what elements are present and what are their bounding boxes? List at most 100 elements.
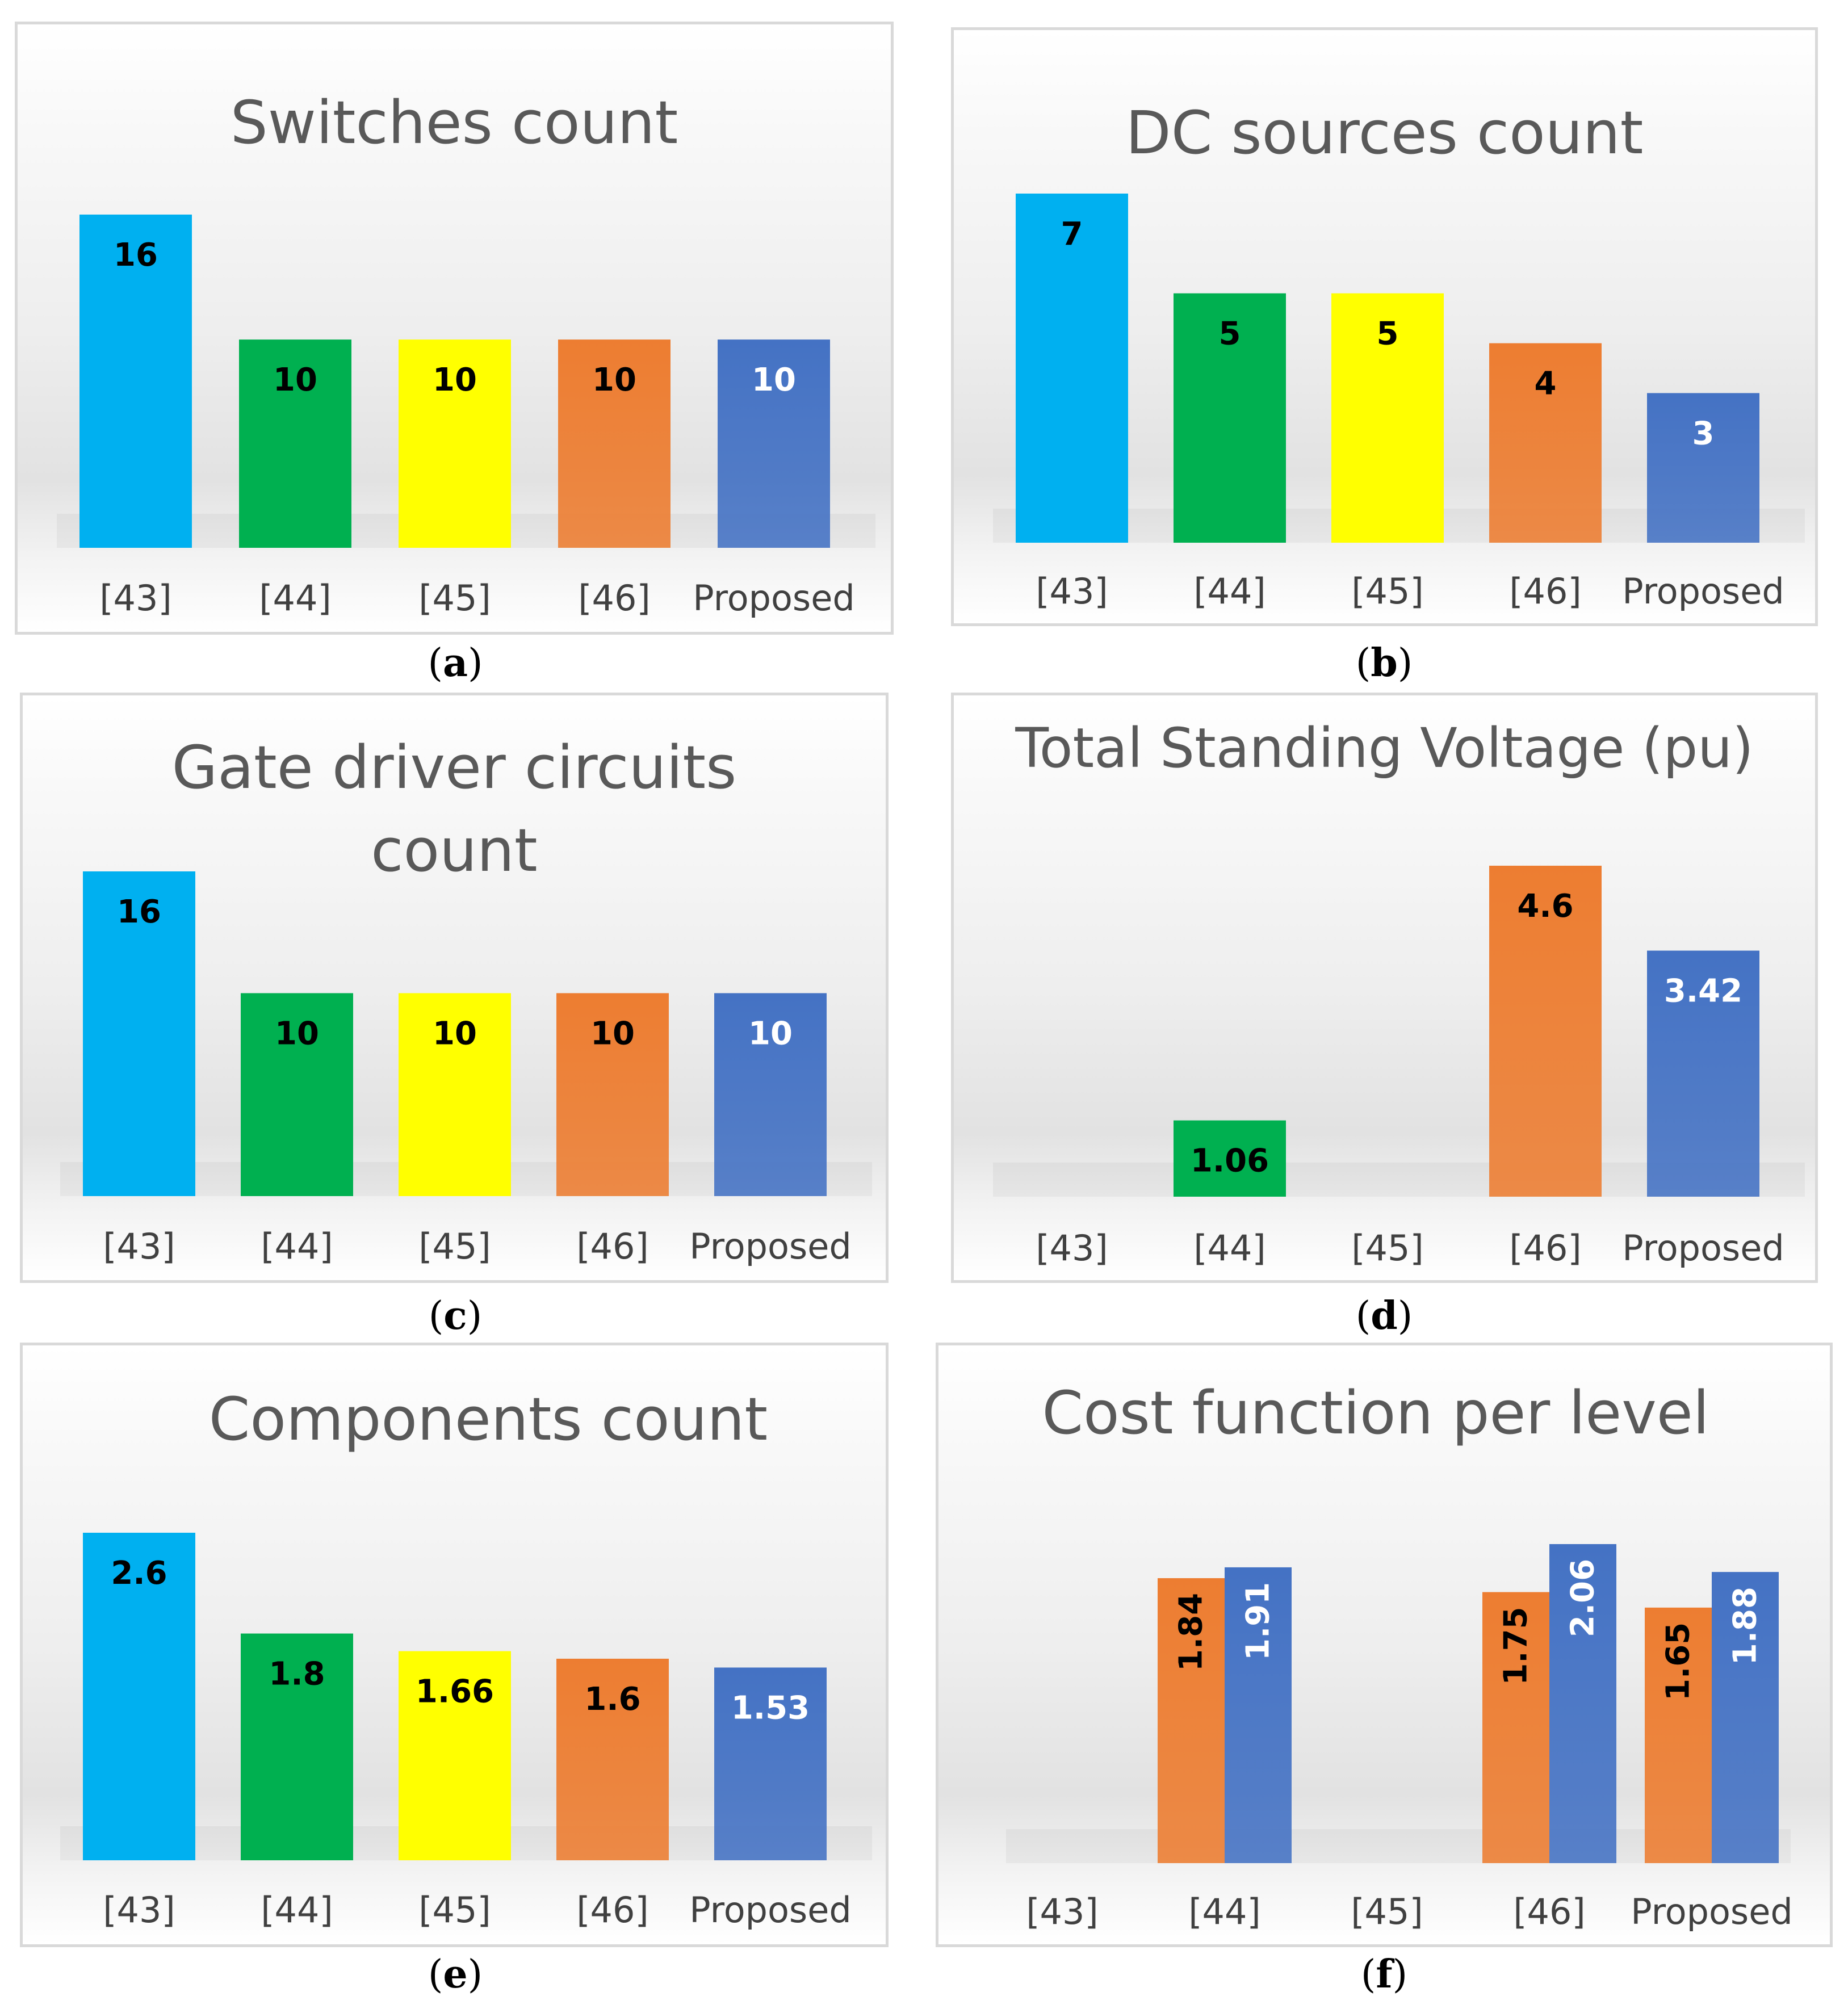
bar bbox=[556, 993, 669, 1196]
x-tick-label: [46] bbox=[578, 577, 650, 619]
bar bbox=[241, 993, 353, 1196]
bar bbox=[1549, 1544, 1616, 1863]
data-label: 1.53 bbox=[731, 1689, 810, 1726]
x-tick-label: [44] bbox=[259, 577, 331, 619]
chart-panel-b: DC sources count [43] [44] [45] [46] Propose… bbox=[951, 27, 1818, 626]
data-label: 1.65 bbox=[1660, 1622, 1697, 1701]
data-label: 3 bbox=[1692, 415, 1715, 452]
data-label: 2.6 bbox=[111, 1555, 167, 1592]
x-tick-label: [43] bbox=[99, 577, 171, 619]
data-label: 4 bbox=[1535, 366, 1557, 402]
caption-c: (c) bbox=[428, 1293, 483, 1339]
x-tick-label: [44] bbox=[1188, 1891, 1260, 1932]
x-tick-label: [43] bbox=[103, 1226, 175, 1267]
x-tick-label: Proposed bbox=[1631, 1891, 1792, 1932]
data-label: 4.6 bbox=[1517, 888, 1573, 925]
data-label: 10 bbox=[273, 362, 317, 399]
caption-e: (e) bbox=[428, 1952, 483, 1997]
chart-plot: [43] [44] [45] [46] Proposed 16 10 10 10 10 bbox=[60, 871, 872, 1267]
x-tick-label: [43] bbox=[103, 1889, 175, 1931]
x-tick-label: [45] bbox=[418, 577, 491, 619]
x-tick-label: [46] bbox=[576, 1889, 648, 1931]
bar bbox=[714, 1667, 827, 1860]
bar bbox=[83, 1533, 195, 1860]
caption-a: (a) bbox=[428, 640, 483, 686]
chart-title: Switches count bbox=[230, 88, 678, 157]
bar bbox=[558, 339, 671, 548]
x-tick-label: [44] bbox=[261, 1226, 333, 1267]
bar bbox=[399, 339, 511, 548]
bar bbox=[1489, 343, 1602, 543]
x-tick-label: [44] bbox=[1193, 571, 1265, 612]
chart-panel-d: Total Standing Voltage (pu) [43] [44] [45]… bbox=[951, 693, 1818, 1283]
x-tick-label: [46] bbox=[1509, 571, 1581, 612]
data-label: 10 bbox=[590, 1016, 635, 1052]
bar bbox=[714, 993, 827, 1196]
bar bbox=[718, 339, 830, 548]
data-label: 10 bbox=[275, 1016, 319, 1052]
bar bbox=[1712, 1572, 1779, 1863]
bar bbox=[1331, 293, 1444, 543]
chart-plot: [43] [44] [45] [46] Proposed 1.06 4.6 3.42 bbox=[993, 866, 1805, 1269]
chart-title: Cost function per level bbox=[1042, 1378, 1709, 1448]
x-tick-label: [43] bbox=[1036, 1227, 1108, 1269]
chart-panel-a: Switches count [43] [44] [45] [46] Proposed 1… bbox=[15, 22, 894, 635]
caption-b: (b) bbox=[1355, 640, 1413, 686]
bar bbox=[556, 1658, 669, 1860]
data-label: 1.88 bbox=[1727, 1587, 1764, 1665]
data-label: 5 bbox=[1377, 316, 1399, 353]
data-label: 1.66 bbox=[416, 1674, 494, 1710]
data-label: 10 bbox=[748, 1016, 793, 1052]
bar bbox=[1489, 866, 1602, 1197]
x-tick-label: [45] bbox=[1351, 571, 1423, 612]
chart-title: Total Standing Voltage (pu) bbox=[1015, 716, 1754, 780]
chart-title-line1: Gate driver circuits bbox=[171, 733, 737, 802]
data-label: 16 bbox=[117, 894, 161, 930]
bar bbox=[1647, 950, 1759, 1197]
x-tick-label: [45] bbox=[418, 1226, 491, 1267]
bar bbox=[399, 1651, 511, 1860]
bar bbox=[1174, 293, 1286, 543]
x-tick-label: [45] bbox=[1351, 1891, 1423, 1932]
data-label: 1.8 bbox=[269, 1656, 325, 1693]
x-tick-label: Proposed bbox=[689, 1889, 851, 1931]
x-tick-label: [44] bbox=[1193, 1227, 1265, 1269]
bar bbox=[1645, 1607, 1712, 1863]
bar bbox=[241, 1633, 353, 1860]
caption-f: (f) bbox=[1360, 1952, 1408, 1997]
data-label: 10 bbox=[752, 362, 796, 399]
chart-title-line2: count bbox=[371, 816, 538, 885]
chart-plot: [43] [44] [45] [46] Proposed 2.6 1.8 1.66 1.6 1.5… bbox=[60, 1533, 872, 1931]
bar bbox=[399, 993, 511, 1196]
bar bbox=[239, 339, 351, 548]
x-tick-label: [44] bbox=[261, 1889, 333, 1931]
x-tick-label: [45] bbox=[1351, 1227, 1423, 1269]
data-label: 5 bbox=[1219, 316, 1241, 353]
data-label: 1.84 bbox=[1173, 1593, 1210, 1671]
data-label: 2.06 bbox=[1565, 1559, 1602, 1637]
chart-panel-c: Gate driver circuits count [43] [44] [45] [… bbox=[20, 693, 889, 1283]
x-tick-label: [46] bbox=[1509, 1227, 1581, 1269]
data-label: 3.42 bbox=[1664, 973, 1742, 1010]
x-tick-label: [43] bbox=[1026, 1891, 1098, 1932]
data-label: 1.91 bbox=[1240, 1582, 1277, 1660]
x-tick-label: Proposed bbox=[1622, 1227, 1784, 1269]
chart-plot: [43] [44] [45] [46] Proposed 1.84 1.75 1.65 1.91… bbox=[1006, 1544, 1793, 1932]
bar bbox=[1016, 194, 1128, 543]
caption-d: (d) bbox=[1355, 1293, 1413, 1339]
data-label: 1.06 bbox=[1191, 1143, 1269, 1180]
data-label: 1.6 bbox=[584, 1681, 640, 1718]
bar bbox=[1174, 1120, 1286, 1197]
bar bbox=[1647, 393, 1759, 543]
data-label: 16 bbox=[114, 237, 158, 274]
bar bbox=[79, 215, 192, 548]
chart-plot: [43] [44] [45] [46] Proposed 7 5 5 4 3 bbox=[993, 194, 1805, 612]
chart-title: DC sources count bbox=[1125, 98, 1644, 167]
x-tick-label: [45] bbox=[418, 1889, 491, 1931]
chart-title: Components count bbox=[208, 1385, 768, 1454]
chart-panel-e: Components count [43] [44] [45] [46] Propose… bbox=[20, 1343, 889, 1947]
bar bbox=[83, 871, 195, 1196]
data-label: 10 bbox=[433, 362, 477, 399]
x-tick-label: [46] bbox=[576, 1226, 648, 1267]
x-tick-label: Proposed bbox=[1622, 571, 1784, 612]
